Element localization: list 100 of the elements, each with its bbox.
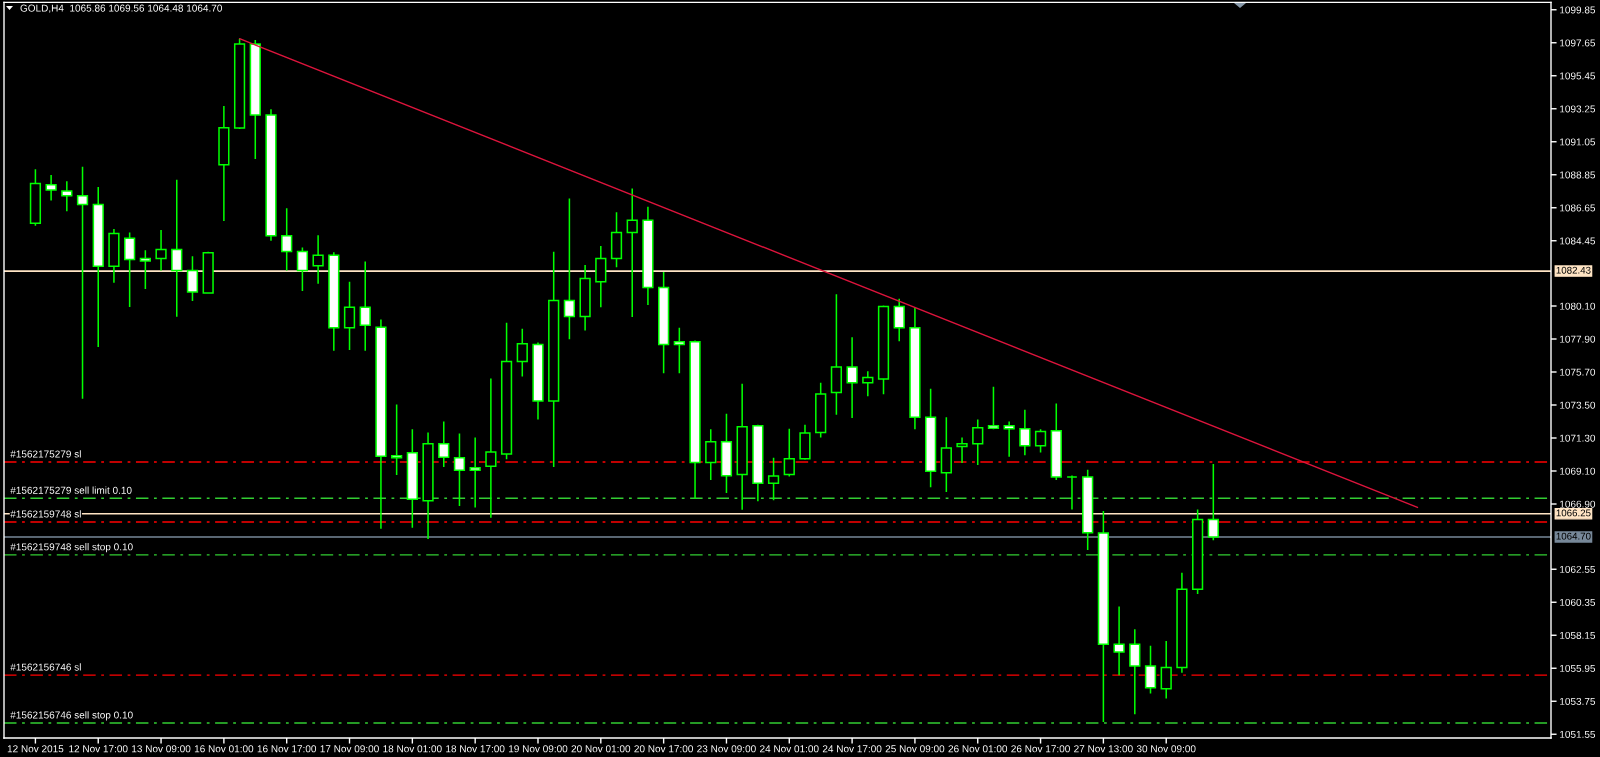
x-tick-label: 27 Nov 13:00 [1074, 745, 1133, 753]
ref-line-label: 1066.25 [1556, 509, 1591, 517]
y-tick-label: 1086.65 [1560, 204, 1596, 212]
candlestick [422, 431, 434, 540]
y-tick-label: 1099.85 [1560, 6, 1596, 14]
candlestick [359, 260, 371, 352]
candlestick [485, 377, 497, 519]
y-tick-label: 1073.50 [1560, 401, 1596, 409]
candlestick [76, 166, 89, 400]
candlestick [909, 306, 921, 430]
candlestick [658, 271, 670, 374]
y-tick-label: 1062.55 [1560, 565, 1596, 573]
ref-line-label: #1562175279 sell limit 0.10 [10, 486, 132, 494]
x-tick-label: 24 Nov 17:00 [822, 745, 882, 753]
candlestick [1144, 644, 1157, 695]
candlestick [453, 432, 466, 507]
ref-line-label: #1562159748 sl [10, 510, 81, 518]
candlestick [767, 456, 780, 502]
ref-line-label: #1562159748 sell stop 0.10 [10, 543, 133, 553]
candlestick [1019, 409, 1031, 457]
candlestick [155, 229, 167, 272]
ref-line-label: #1562156746 sl [10, 663, 81, 671]
candlestick [799, 424, 811, 461]
x-tick-label: 18 Nov 01:00 [383, 745, 442, 753]
ref-line-label: #1562175279 sl [10, 450, 81, 458]
candlestick [1160, 640, 1172, 700]
x-tick-label: 30 Nov 09:00 [1136, 745, 1196, 753]
candlestick [987, 385, 1000, 430]
candlestick [312, 234, 324, 285]
x-tick-label: 16 Nov 17:00 [257, 745, 317, 753]
candlestick [281, 207, 293, 272]
candlestick [516, 327, 528, 378]
y-tick-label: 1075.70 [1560, 368, 1596, 376]
candlestick [877, 304, 890, 396]
candlestick [391, 403, 403, 476]
candlestick [375, 318, 387, 530]
x-tick-label: 24 Nov 01:00 [760, 745, 819, 753]
x-tick-label: 12 Nov 17:00 [69, 745, 128, 753]
candlestick [673, 326, 685, 374]
candlestick [862, 370, 874, 398]
candlestick [720, 412, 733, 494]
ref-line-label: 1082.43 [1556, 266, 1591, 274]
y-tick-label: 1053.75 [1560, 697, 1596, 705]
y-tick-label: 1080.10 [1560, 302, 1596, 310]
candlestick [846, 336, 858, 419]
candlestick [1113, 605, 1125, 676]
candlestick [689, 339, 701, 500]
candlestick [893, 297, 905, 343]
candlestick [186, 255, 199, 302]
chart-title: GOLD,H4 1065.86 1069.56 1064.48 1064.70 [20, 4, 222, 13]
y-tick-label: 1084.45 [1560, 237, 1596, 245]
candlestick [29, 168, 42, 227]
candlestick [626, 187, 638, 318]
x-tick-label: 26 Nov 01:00 [948, 745, 1008, 753]
y-tick-label: 1058.15 [1560, 631, 1596, 639]
x-tick-label: 19 Nov 09:00 [509, 745, 568, 753]
candlestick [171, 179, 183, 318]
candlestick [1129, 628, 1141, 716]
candlestick [783, 427, 795, 478]
candlestick [940, 416, 952, 493]
x-tick-label: 18 Nov 17:00 [446, 745, 505, 753]
y-tick-label: 1095.45 [1560, 72, 1596, 80]
candlestick [642, 206, 654, 306]
x-tick-label: 12 Nov 2015 [7, 745, 64, 753]
candlestick [265, 108, 277, 242]
candlestick [406, 428, 418, 529]
candlestick [233, 37, 246, 130]
candlestick [830, 293, 843, 416]
y-tick-label: 1066.90 [1560, 500, 1596, 508]
ref-line-label: #1562156746 sell stop 0.10 [10, 711, 133, 721]
candlestick [1097, 510, 1110, 723]
candlestick [139, 249, 151, 290]
candlestick [1003, 420, 1015, 458]
y-tick-label: 1088.85 [1560, 171, 1596, 179]
y-tick-label: 1060.35 [1560, 598, 1596, 606]
candlestick [972, 418, 984, 466]
candlestick [1191, 508, 1204, 595]
candlestick [705, 428, 717, 481]
candlestick [296, 246, 309, 292]
candlestick [500, 322, 513, 460]
candlestick [752, 424, 764, 502]
y-tick-label: 1069.10 [1560, 467, 1596, 475]
y-tick-label: 1071.30 [1560, 434, 1596, 442]
x-tick-label: 16 Nov 01:00 [194, 745, 254, 753]
x-tick-label: 13 Nov 09:00 [132, 745, 191, 753]
candlestick [218, 105, 230, 222]
candlestick [956, 436, 968, 464]
candlestick [45, 174, 57, 202]
y-tick-label: 1091.05 [1560, 138, 1596, 146]
ref-line-label: 1064.70 [1556, 532, 1591, 540]
candlestick [1034, 428, 1047, 454]
y-tick-label: 1093.25 [1560, 105, 1596, 113]
x-tick-label: 17 Nov 09:00 [320, 745, 379, 753]
y-tick-label: 1051.55 [1560, 730, 1596, 738]
candlestick [1176, 571, 1188, 674]
candlestick [61, 180, 73, 212]
candlestick [579, 264, 591, 332]
candlestick [924, 387, 937, 488]
candlestick [815, 382, 827, 439]
x-tick-label: 23 Nov 09:00 [697, 745, 756, 753]
